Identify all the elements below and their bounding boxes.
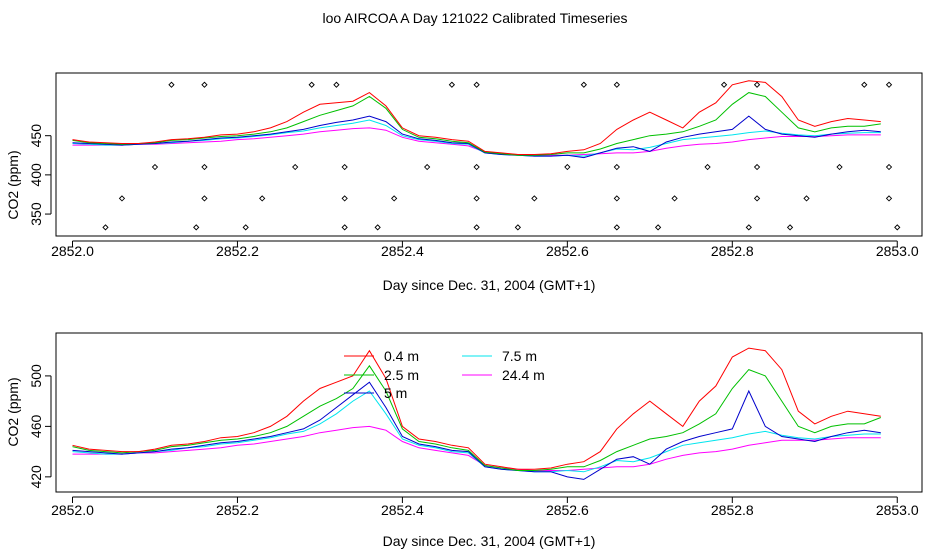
diamond-marker [308,81,315,88]
diamond-marker [102,224,109,231]
diamond-marker [786,224,794,231]
diamond-marker [861,81,868,88]
diamond-marker [885,195,893,202]
diamond-marker [151,163,159,171]
y-tick-label: 500 [28,364,44,388]
y-tick-label: 460 [28,414,44,438]
x-tick-label: 2852.8 [711,243,754,259]
x-axis-title: Day since Dec. 31, 2004 (GMT+1) [383,277,596,293]
diamond-marker [333,81,340,88]
legend-label: 5 m [384,385,407,401]
diamond-marker [424,163,431,171]
diamond-marker [613,81,620,88]
diamond-marker [201,163,208,171]
series-line-2-5-m [72,364,881,471]
diamond-marker [448,81,456,88]
legend-label: 0.4 m [384,348,419,364]
diamond-marker [654,224,662,231]
y-tick-label: 450 [28,124,44,148]
legend-label: 2.5 m [384,367,419,383]
x-tick-label: 2852.0 [51,243,94,259]
x-tick-label: 2853.0 [876,502,919,518]
diamond-marker [753,163,761,171]
y-axis-title: CO2 (ppm) [5,150,21,219]
diamond-marker [201,195,208,202]
y-axis-title: CO2 (ppm) [5,377,21,446]
series-line-2-5-m [72,92,881,156]
series-line-24-4-m [72,425,881,471]
diamond-marker [341,163,348,171]
diamond-marker [201,81,208,88]
x-tick-label: 2852.6 [546,502,589,518]
plot-frame [55,72,923,237]
diamond-marker [374,224,381,231]
diamond-marker [753,81,761,88]
diamond-marker [259,195,266,202]
diamond-marker [531,195,538,202]
y-tick-label: 400 [28,163,44,187]
diamond-marker [514,224,522,231]
diamond-marker [753,195,761,202]
diamond-marker [118,195,126,202]
plot-frame [55,332,923,493]
x-tick-label: 2853.0 [876,243,919,259]
x-tick-label: 2852.2 [216,502,259,518]
diamond-marker [168,81,175,88]
diamond-marker [473,81,480,88]
x-tick-label: 2852.4 [381,243,424,259]
y-tick-label: 350 [28,202,44,226]
series-line-0-4-m [72,347,881,470]
legend-label: 24.4 m [502,367,545,383]
diamond-marker [473,224,480,231]
series-line-0-4-m [72,80,881,155]
x-tick-label: 2852.0 [51,502,94,518]
diamond-marker [391,195,398,202]
diamond-marker [894,224,901,231]
x-tick-label: 2852.6 [546,243,589,259]
series-line-5-m [72,381,881,480]
diamond-marker [580,81,587,88]
diamond-marker [613,224,620,231]
diamond-marker [292,163,299,171]
diamond-marker [193,224,200,231]
diamond-marker [671,195,678,202]
diamond-marker [836,163,843,171]
diamond-marker [473,163,480,171]
diamond-marker [803,195,810,202]
legend: 0.4 m 7.5 m 2.5 m 24.4 m 5 m [344,348,545,401]
x-tick-label: 2852.8 [711,502,754,518]
y-tick-label: 420 [28,465,44,489]
chart-panel-2: 2852.0 2852.2 2852.4 2852.6 2852.8 2853.0 Day … [5,332,923,549]
diamond-marker [613,195,620,202]
diamond-marker [242,224,249,231]
x-tick-label: 2852.2 [216,243,259,259]
diamond-marker [613,163,620,171]
diamond-marker [473,195,480,202]
diamond-marker [341,224,348,231]
diamond-marker [885,81,893,88]
page-title: loo AIRCOA A Day 121022 Calibrated Times… [322,10,628,26]
x-tick-label: 2852.4 [381,502,424,518]
series-line-5-m [72,115,881,159]
legend-label: 7.5 m [502,348,537,364]
diamond-marker [885,163,893,171]
diamond-marker [720,81,728,88]
diamond-marker [564,163,571,171]
diamond-marker [745,224,752,231]
x-axis-title: Day since Dec. 31, 2004 (GMT+1) [383,533,596,549]
diamond-marker [341,195,348,202]
chart-panel-1: 2852.0 2852.2 2852.4 2852.6 2852.8 2853.0 Day … [5,72,923,293]
diamond-marker [704,163,711,171]
